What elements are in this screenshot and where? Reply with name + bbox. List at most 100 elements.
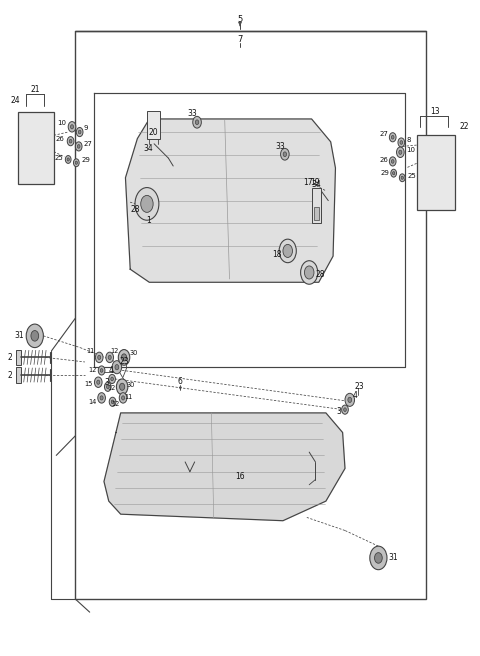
Circle shape <box>389 133 396 142</box>
Text: 26: 26 <box>379 157 388 163</box>
Circle shape <box>100 396 103 400</box>
Text: 17: 17 <box>303 178 312 188</box>
Circle shape <box>71 125 73 129</box>
Circle shape <box>67 136 74 146</box>
Text: 4: 4 <box>108 366 114 375</box>
Text: 8: 8 <box>406 137 410 143</box>
Circle shape <box>67 158 69 161</box>
Text: 29: 29 <box>380 169 389 176</box>
Circle shape <box>105 382 111 392</box>
Circle shape <box>96 352 103 363</box>
Text: 3: 3 <box>104 379 109 388</box>
Bar <box>417 135 455 211</box>
Circle shape <box>73 159 79 167</box>
Circle shape <box>65 155 71 163</box>
Circle shape <box>399 174 405 182</box>
Circle shape <box>391 159 394 163</box>
Text: 4: 4 <box>353 392 358 400</box>
Text: 6: 6 <box>178 377 183 386</box>
Circle shape <box>75 142 82 151</box>
Bar <box>147 111 160 138</box>
Circle shape <box>111 377 113 380</box>
Bar <box>16 367 22 383</box>
Circle shape <box>118 350 130 365</box>
Circle shape <box>111 400 114 403</box>
Circle shape <box>374 552 382 564</box>
Bar <box>16 350 22 365</box>
Circle shape <box>400 140 403 144</box>
Text: 10: 10 <box>57 120 66 126</box>
Bar <box>24 146 36 166</box>
Text: 12: 12 <box>112 401 120 407</box>
Circle shape <box>121 396 125 400</box>
Circle shape <box>97 380 100 384</box>
Bar <box>424 180 430 190</box>
Circle shape <box>283 245 292 257</box>
Circle shape <box>401 176 403 179</box>
Text: 31: 31 <box>15 331 24 340</box>
Circle shape <box>77 144 80 148</box>
Text: 26: 26 <box>56 136 65 142</box>
Circle shape <box>195 120 199 125</box>
Circle shape <box>121 354 127 361</box>
Text: 11: 11 <box>86 348 95 354</box>
Circle shape <box>281 148 289 160</box>
Circle shape <box>108 356 111 359</box>
Circle shape <box>76 127 83 136</box>
Circle shape <box>348 398 352 403</box>
Circle shape <box>78 130 81 134</box>
Circle shape <box>98 366 105 375</box>
Circle shape <box>119 393 127 403</box>
Text: 5: 5 <box>238 15 242 24</box>
Bar <box>26 154 32 163</box>
Circle shape <box>109 375 116 384</box>
Circle shape <box>106 352 114 363</box>
Text: 16: 16 <box>235 472 245 482</box>
Text: 9: 9 <box>84 125 88 131</box>
Circle shape <box>31 331 39 341</box>
Circle shape <box>193 116 201 128</box>
Circle shape <box>344 408 347 411</box>
Text: 7: 7 <box>237 35 243 44</box>
Circle shape <box>391 169 396 177</box>
Text: 25: 25 <box>55 155 63 161</box>
Text: 19: 19 <box>311 178 320 188</box>
Text: 15: 15 <box>84 380 93 386</box>
Text: 14: 14 <box>88 399 97 405</box>
Circle shape <box>391 135 394 139</box>
Circle shape <box>26 324 43 348</box>
Circle shape <box>279 239 296 262</box>
Circle shape <box>120 383 125 390</box>
Circle shape <box>393 172 395 174</box>
Bar <box>75 31 426 599</box>
Text: 23: 23 <box>355 382 364 391</box>
Circle shape <box>95 377 102 388</box>
Text: 12: 12 <box>88 367 97 373</box>
Bar <box>422 173 434 192</box>
Text: 28: 28 <box>315 270 325 279</box>
Circle shape <box>389 157 396 166</box>
Text: 25: 25 <box>408 173 417 180</box>
Text: 1: 1 <box>146 216 151 225</box>
Text: 20: 20 <box>149 128 158 137</box>
Text: 12: 12 <box>110 348 119 354</box>
Text: 12: 12 <box>107 385 115 391</box>
Circle shape <box>304 266 314 279</box>
Text: 29: 29 <box>81 157 90 163</box>
Text: 22: 22 <box>459 122 469 131</box>
Text: 34: 34 <box>312 180 321 189</box>
Text: 33: 33 <box>275 142 285 151</box>
Bar <box>18 112 54 184</box>
Text: 18: 18 <box>273 251 282 259</box>
Text: 33: 33 <box>187 110 197 118</box>
Circle shape <box>300 260 318 284</box>
Text: 10: 10 <box>406 148 415 154</box>
Circle shape <box>342 405 348 414</box>
Circle shape <box>100 369 103 373</box>
Text: 11: 11 <box>125 394 133 400</box>
Circle shape <box>398 138 405 147</box>
Circle shape <box>345 394 355 406</box>
Circle shape <box>75 161 77 164</box>
Text: 30: 30 <box>127 382 135 388</box>
Circle shape <box>370 546 387 569</box>
